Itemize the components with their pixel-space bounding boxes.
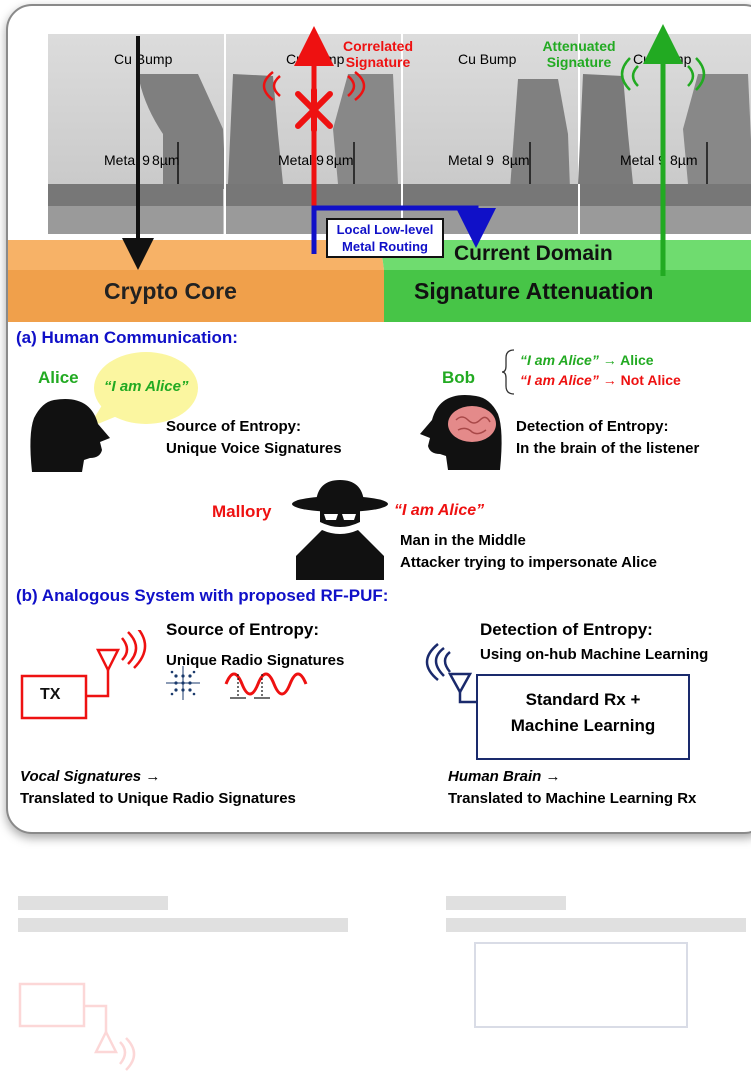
alice-head-icon	[30, 399, 110, 472]
b-detect-title: Detection of Entropy:	[480, 620, 653, 639]
a-source-desc: Unique Voice Signatures	[166, 440, 342, 457]
brain-icon	[448, 406, 496, 442]
mallory-quote: “I am Alice”	[394, 502, 485, 519]
bob-line-2-quote: “I am Alice”	[520, 372, 599, 388]
bob-line-2: “I am Alice” → Not Alice	[520, 372, 681, 388]
bob-head-icon	[420, 395, 502, 470]
tx-label: TX	[40, 686, 61, 703]
figure-card: Cu Bump Cu Bump Cu Bump Cu Bump Metal 9 …	[6, 4, 751, 834]
rx-line-2: Machine Learning	[510, 716, 656, 735]
crypto-core-label: Crypto Core	[104, 278, 237, 304]
human-brain: Human Brain →	[448, 768, 561, 785]
bob-line-1-quote: “I am Alice”	[520, 352, 599, 368]
alice-name: Alice	[38, 368, 79, 387]
b-source-desc: Unique Radio Signatures	[166, 652, 345, 669]
signal-arrows	[122, 24, 706, 276]
b-detect-desc: Using on-hub Machine Learning	[480, 646, 709, 663]
local-routing-label: Local Low-level Metal Routing	[326, 218, 444, 258]
rx-ml-box: Standard Rx + Machine Learning	[476, 674, 690, 760]
section-b-heading: (b) Analogous System with proposed RF-PU…	[16, 586, 389, 605]
tx-antenna-icon	[20, 630, 147, 720]
constellation-icon	[166, 666, 200, 700]
correlated-signature-label: Correlated Signature	[342, 38, 414, 70]
brain-translated: Translated to Machine Learning Rx	[448, 790, 697, 807]
cu-bump-label-3: Cu Bump	[458, 51, 517, 67]
mallory-spy-icon	[292, 480, 388, 580]
reflection-rx-box	[474, 942, 688, 1028]
bob-line-1: “I am Alice” → Alice	[520, 352, 654, 368]
bob-line-1-result: → Alice	[602, 352, 654, 368]
section-a-heading: (a) Human Communication:	[16, 328, 238, 347]
bob-name: Bob	[442, 368, 476, 387]
bob-line-2-result: → Not Alice	[602, 372, 681, 388]
a-detect-desc: In the brain of the listener	[516, 440, 700, 457]
reflection-tx-icon	[18, 982, 136, 1071]
brace-icon	[502, 349, 515, 395]
a-source-title: Source of Entropy:	[166, 418, 302, 435]
vocal-translated: Translated to Unique Radio Signatures	[20, 790, 296, 807]
mallory-name: Mallory	[212, 502, 272, 521]
cu-bump-label-1: Cu Bump	[114, 51, 173, 67]
crypto-core-block	[8, 270, 384, 322]
crypto-core-block-top	[8, 240, 384, 270]
dim-label-3: 8µm	[502, 152, 530, 168]
rx-line-1: Standard Rx +	[525, 690, 641, 709]
red-waves-icon	[262, 71, 366, 101]
reflection-text-2	[18, 896, 168, 910]
reflection-text-1	[18, 918, 348, 932]
dim-label-2: 8µm	[326, 152, 354, 168]
attenuation-block	[384, 270, 751, 322]
x-mark-icon	[295, 87, 333, 133]
metal9-label-3: Metal 9	[448, 152, 494, 168]
card-reflection	[6, 832, 751, 1092]
radio-signature-icon	[166, 666, 308, 700]
mitm-label: Man in the Middle	[400, 532, 526, 549]
b-source-title: Source of Entropy:	[166, 620, 320, 639]
a-detect-title: Detection of Entropy:	[516, 418, 669, 435]
vocal-signatures: Vocal Signatures →	[20, 768, 161, 785]
sem-panel-1	[48, 74, 226, 234]
reflection-text-3	[446, 918, 746, 932]
attenuated-signature-label: Attenuated Signature	[542, 38, 616, 70]
attacker-label: Attacker trying to impersonate Alice	[400, 554, 658, 571]
dim-label-4: 8µm	[670, 152, 698, 168]
waveform-icon	[224, 672, 308, 696]
signature-attenuation-label: Signature Attenuation	[414, 278, 654, 304]
alice-quote: “I am Alice”	[104, 378, 189, 395]
routing-arrow	[311, 205, 496, 254]
green-waves-icon	[620, 57, 706, 91]
metal9-label-4: Metal 9	[620, 152, 666, 168]
reflection-text-4	[446, 896, 566, 910]
dim-label-1: 8µm	[152, 152, 180, 168]
